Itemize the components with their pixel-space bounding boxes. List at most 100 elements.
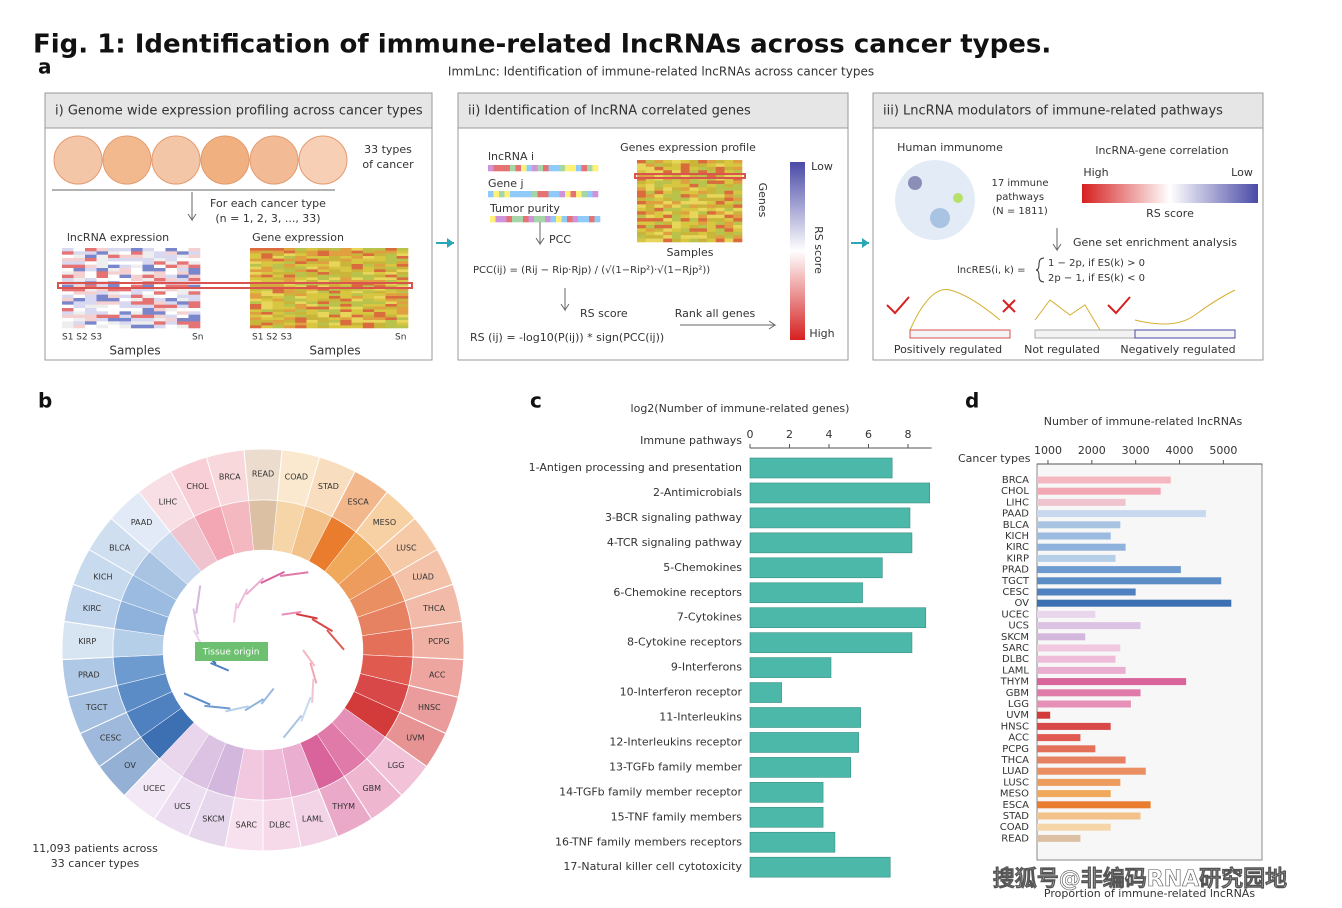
heatmap-cell: [733, 235, 743, 239]
heatmap-cell: [385, 277, 398, 281]
panel-label: c: [530, 389, 542, 413]
heatmap-cell: [306, 293, 319, 297]
heatmap-cell: [374, 325, 386, 329]
heatmap-cell: [645, 190, 655, 195]
heatmap-cell: [707, 211, 717, 215]
heatmap-cell: [698, 194, 708, 198]
heatmap-cell: [62, 314, 74, 319]
heatmap-cell: [715, 235, 725, 239]
bar: [1037, 778, 1121, 786]
heatmap-cell: [724, 228, 734, 233]
heatmap-cell: [73, 321, 86, 325]
y-tick-label: 7-Cytokines: [677, 611, 742, 624]
heatmap-cell: [645, 197, 655, 202]
heatmap-cell: [306, 317, 319, 321]
tissue-glyph: [236, 588, 249, 609]
heatmap-cell: [637, 194, 647, 198]
heatmap-cell: [587, 191, 593, 198]
heatmap-cell: [154, 248, 166, 252]
heatmap-cell: [698, 201, 708, 205]
heatmap-cell: [715, 183, 725, 188]
heatmap-cell: [583, 216, 590, 223]
label: 1 − 2p, if ES(k) > 0: [1048, 258, 1145, 269]
heatmap-cell: [340, 261, 352, 265]
heatmap-cell: [385, 301, 398, 305]
heatmap-cell: [85, 301, 97, 305]
heatmap-cell: [188, 321, 201, 325]
cancer-label: LAML: [302, 814, 324, 823]
heatmap-cell: [374, 288, 386, 291]
heatmap-cell: [165, 271, 178, 275]
tissue-icon: [53, 135, 103, 185]
heatmap-cell: [283, 264, 296, 267]
heatmap-cell: [733, 194, 743, 198]
heatmap-cell: [362, 288, 375, 291]
heatmap-cell: [177, 321, 189, 325]
heatmap-cell: [295, 269, 307, 273]
label: 11,093 patients across: [32, 842, 158, 855]
heatmap-cell: [272, 248, 285, 251]
heatmap-cell: [165, 301, 178, 305]
heatmap-cell: [374, 250, 386, 254]
heatmap-cell: [374, 293, 386, 297]
heatmap-cell: [283, 266, 296, 270]
cancer-label: LIHC: [159, 497, 178, 506]
heatmap-cell: [362, 285, 375, 289]
heatmap-cell: [96, 304, 109, 309]
heatmap-cell: [351, 272, 364, 275]
heatmap-cell: [329, 248, 341, 251]
heatmap-cell: [559, 165, 566, 172]
bar: [1037, 521, 1121, 529]
bar: [1037, 566, 1181, 574]
heatmap-cell: [131, 298, 143, 302]
tissue-icon: [298, 135, 348, 185]
heatmap-cell: [663, 197, 673, 202]
heatmap-cell: [396, 253, 409, 257]
heatmap-cell: [565, 165, 571, 172]
heatmap-cell: [272, 266, 285, 270]
cancer-label: LGG: [388, 761, 405, 770]
heatmap-cell: [396, 277, 409, 281]
heatmap-cell: [154, 264, 166, 269]
heatmap-cell: [385, 325, 398, 329]
heatmap-cell: [73, 261, 86, 265]
panel-label: a: [38, 55, 52, 79]
heatmap-cell: [637, 160, 647, 164]
heatmap-cell: [261, 258, 273, 262]
heatmap-cell: [385, 320, 398, 323]
heatmap-cell: [306, 280, 319, 283]
heatmap-cell: [351, 264, 364, 267]
step-header-bg: [872, 92, 1264, 129]
heatmap-cell: [188, 318, 201, 322]
heatmap-cell: [108, 268, 120, 272]
heatmap-cell: [672, 231, 682, 236]
heatmap-cell: [119, 268, 132, 272]
heatmap-cell: [645, 228, 655, 233]
heatmap-cell: [73, 254, 86, 259]
heatmap-cell: [261, 309, 273, 313]
heatmap-cell: [306, 296, 319, 299]
heatmap-cell: [351, 261, 364, 265]
heatmap-cell: [131, 278, 143, 282]
y-tick-label: SKCM: [1001, 632, 1029, 643]
heatmap-cell: [96, 324, 109, 329]
heatmap-cell: [689, 207, 699, 212]
heatmap-cell: [672, 214, 682, 219]
heatmap-cell: [165, 274, 178, 279]
cancer-label: UVM: [406, 734, 424, 743]
heatmap-cell: [317, 253, 330, 257]
heatmap-cell: [698, 197, 708, 202]
heatmap-cell: [499, 165, 505, 172]
heatmap-cell: [698, 224, 708, 229]
heatmap-cell: [654, 166, 664, 171]
cell: [953, 193, 963, 203]
heatmap-cell: [689, 187, 699, 192]
heatmap-cell: [317, 317, 330, 321]
heatmap-cell: [374, 320, 386, 323]
heatmap-cell: [374, 266, 386, 270]
heatmap-cell: [261, 322, 273, 326]
bar: [749, 582, 863, 604]
heatmap-cell: [581, 191, 588, 198]
heatmap-cell: [317, 272, 330, 275]
heatmap-cell: [295, 304, 307, 307]
